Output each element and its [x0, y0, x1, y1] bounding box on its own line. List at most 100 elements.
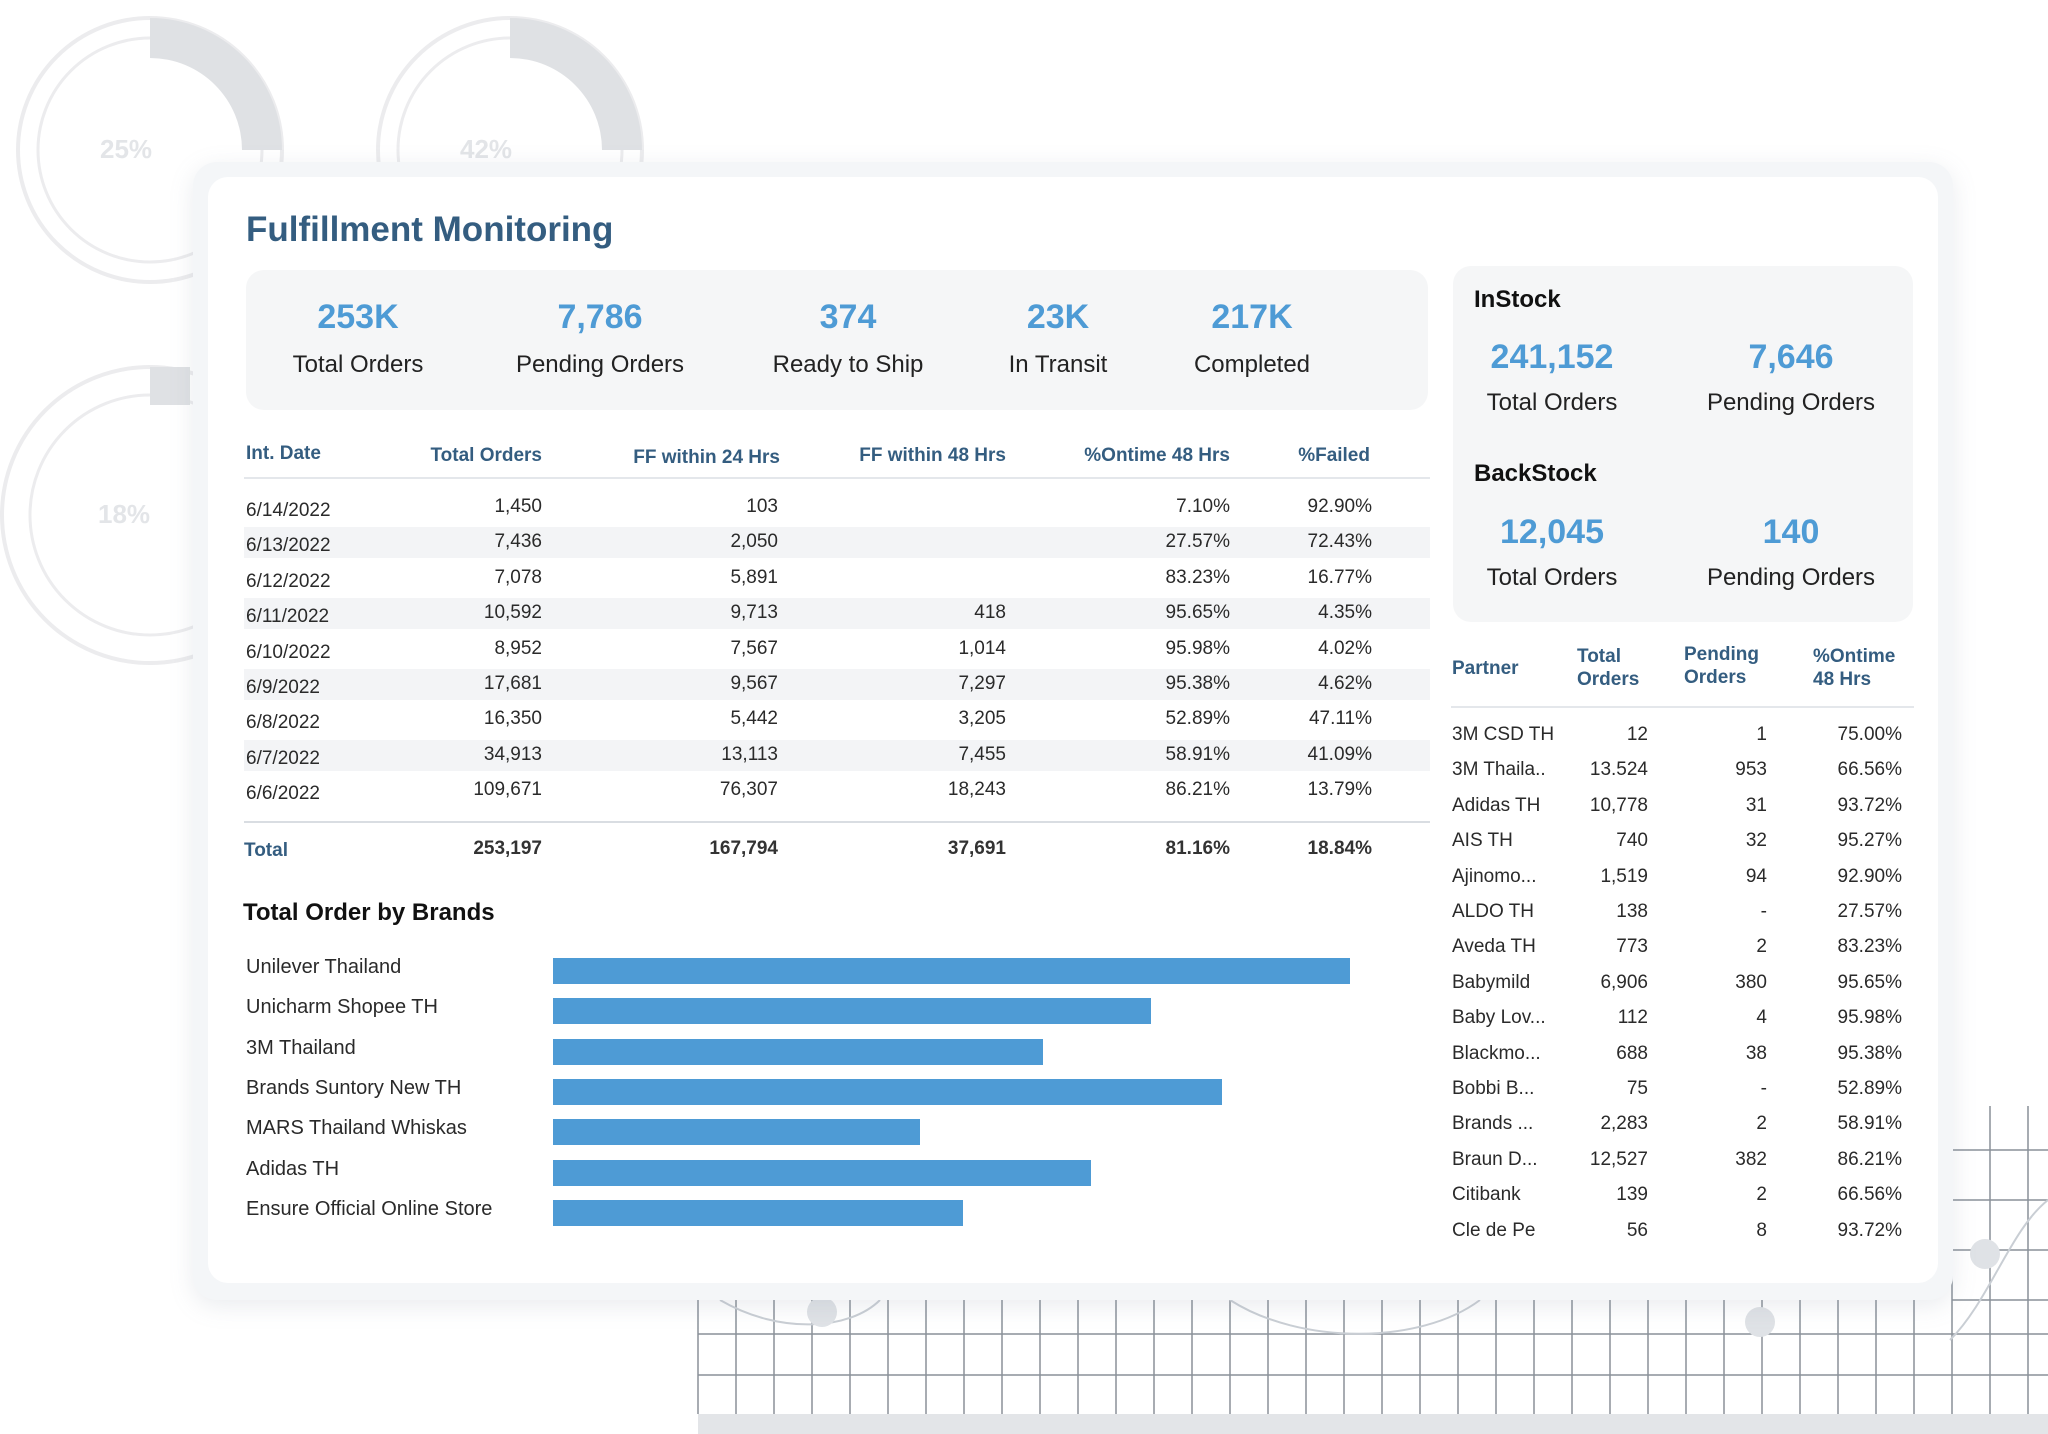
date-cell: 6/6/2022 [246, 783, 320, 805]
kpi-label: Total Orders [1486, 564, 1618, 591]
table-cell: 95.38% [1837, 1042, 1902, 1064]
table-cell: 740 [1616, 830, 1648, 852]
partner-name-cell: AIS TH [1452, 830, 1513, 852]
date-cell: 6/12/2022 [246, 570, 331, 592]
table-cell: 93.72% [1837, 794, 1902, 816]
table-cell: 2,283 [1600, 1113, 1648, 1135]
grid-node [1745, 1307, 1775, 1337]
column-header[interactable]: %Failed [1298, 445, 1370, 466]
table-cell: 95.98% [1165, 637, 1230, 659]
total-label: Total [244, 840, 288, 861]
partner-name-cell: Babymild [1452, 971, 1531, 993]
table-cell: 95.38% [1165, 673, 1230, 694]
table-cell: 9,713 [730, 602, 778, 624]
table-cell: 95.65% [1837, 971, 1902, 993]
table-cell: 953 [1735, 759, 1767, 781]
date-cell: 6/14/2022 [246, 500, 331, 521]
kpi-summary-panel [246, 270, 1428, 410]
total-cell: 81.16% [1165, 838, 1230, 859]
table-cell: 7.10% [1176, 496, 1230, 517]
table-cell: - [1760, 1078, 1767, 1099]
column-header[interactable]: %Ontime 48 Hrs [1813, 646, 1896, 690]
table-cell: 52.89% [1837, 1078, 1902, 1099]
table-cell: 72.43% [1307, 531, 1372, 553]
column-header[interactable]: Int. Date [246, 443, 321, 464]
column-header[interactable]: Pending Orders [1684, 644, 1759, 688]
partner-name-cell: Citibank [1452, 1184, 1521, 1206]
table-cell: 95.98% [1837, 1007, 1902, 1029]
kpi-value: 12,045 [1500, 513, 1604, 551]
donut-label: 42% [460, 134, 513, 164]
table-cell: 13,113 [721, 743, 778, 765]
bar[interactable] [553, 1078, 1223, 1105]
total-cell: 167,794 [709, 838, 778, 859]
date-cell: 6/13/2022 [246, 535, 331, 557]
table-cell: 4.35% [1318, 602, 1372, 624]
table-cell: 92.90% [1837, 865, 1902, 887]
table-cell: 773 [1616, 936, 1648, 958]
table-cell: 10,778 [1589, 794, 1648, 816]
table-cell: 94 [1745, 865, 1767, 887]
column-header[interactable]: FF within 24 Hrs [633, 447, 780, 468]
table-cell: 688 [1616, 1042, 1648, 1064]
table-row-band [244, 598, 1430, 630]
bar[interactable] [553, 998, 1151, 1025]
table-cell: 8 [1756, 1219, 1767, 1241]
column-header[interactable]: FF within 48 Hrs [859, 445, 1006, 466]
column-header[interactable]: %Ontime 48 Hrs [1084, 445, 1230, 466]
column-header[interactable]: Total Orders [430, 445, 542, 466]
backstock-title: BackStock [1474, 460, 1597, 487]
table-cell: 66.56% [1837, 1184, 1902, 1206]
table-row-band [244, 527, 1430, 559]
table-cell: 418 [974, 602, 1006, 624]
backstock-total-orders: 12,045 Total Orders [1437, 513, 1667, 592]
column-header[interactable]: Total Orders [1577, 646, 1640, 690]
table-cell: 1 [1756, 724, 1767, 745]
date-cell: 6/11/2022 [246, 606, 330, 628]
table-row-band [244, 669, 1430, 700]
kpi-label: Pending Orders [1706, 389, 1876, 416]
table-cell: 112 [1617, 1007, 1648, 1029]
table-cell: 139 [1616, 1184, 1648, 1206]
column-header[interactable]: Partner [1452, 658, 1519, 679]
bar[interactable] [553, 1119, 920, 1146]
partner-name-cell: Baby Lov... [1452, 1007, 1546, 1029]
kpi-in-transit: 23K In Transit [988, 298, 1128, 379]
table-cell: 3,205 [958, 708, 1006, 730]
table-cell: 4.62% [1318, 673, 1372, 694]
table-cell: 27.57% [1165, 531, 1230, 553]
bar[interactable] [553, 1159, 1091, 1186]
kpi-value: 217K [1211, 298, 1293, 336]
brands-chart-title: Total Order by Brands [243, 899, 495, 926]
stock-summary-panel [1453, 266, 1913, 622]
bar-category-label: MARS Thailand Whiskas [246, 1117, 467, 1140]
total-cell: 18.84% [1307, 838, 1372, 859]
table-cell: 52.89% [1165, 708, 1230, 730]
table-cell: - [1760, 901, 1767, 922]
kpi-label: Pending Orders [1706, 564, 1876, 591]
grid-node [1970, 1239, 2000, 1269]
table-cell: 12,527 [1589, 1148, 1648, 1170]
table-cell: 31 [1745, 794, 1767, 816]
wave-lines [719, 1199, 2048, 1341]
instock-pending-orders: 7,646 Pending Orders [1676, 338, 1906, 417]
instock-title: InStock [1474, 286, 1561, 313]
table-cell: 10,592 [483, 602, 542, 624]
table-cell: 56 [1626, 1219, 1648, 1241]
total-cell: 37,691 [947, 838, 1006, 859]
bar[interactable] [553, 1038, 1044, 1065]
table-cell: 7,436 [494, 531, 542, 553]
table-cell: 86.21% [1837, 1148, 1902, 1170]
table-cell: 83.23% [1837, 936, 1902, 958]
date-cell: 6/7/2022 [246, 747, 320, 769]
kpi-value: 374 [819, 298, 877, 336]
table-cell: 34,913 [483, 743, 542, 765]
table-cell: 32 [1745, 830, 1767, 852]
kpi-pending-orders: 7,786 Pending Orders [500, 298, 700, 379]
kpi-value: 7,786 [557, 298, 643, 336]
table-cell: 4 [1756, 1007, 1767, 1029]
ground-strip [698, 1414, 2048, 1434]
bar[interactable] [553, 1199, 964, 1226]
bar[interactable] [553, 958, 1350, 984]
